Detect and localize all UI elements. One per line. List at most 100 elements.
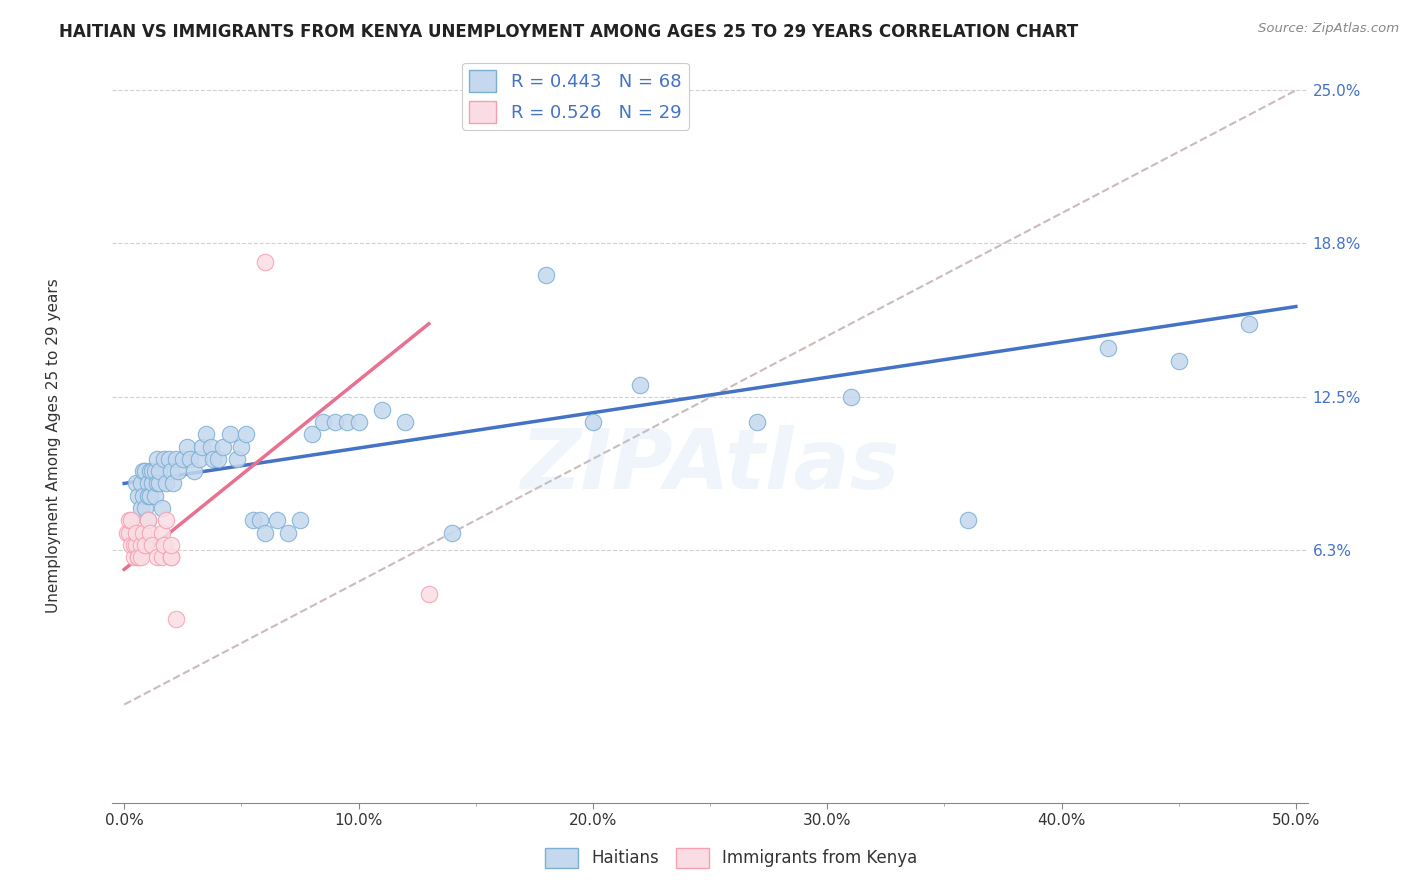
Point (132, 464, 155, 478)
Point (167, 464, 190, 478)
Point (200, 440, 222, 454)
Point (157, 451, 180, 466)
Point (153, 451, 176, 466)
Point (132, 525, 155, 540)
Point (242, 513, 264, 527)
Point (134, 464, 156, 478)
Text: Unemployment Among Ages 25 to 29 years: Unemployment Among Ages 25 to 29 years (46, 278, 60, 614)
Point (371, 402, 394, 417)
Point (253, 255, 276, 269)
Point (253, 525, 276, 540)
Point (134, 501, 156, 516)
Point (160, 464, 183, 478)
Point (129, 550, 152, 565)
Point (141, 476, 163, 491)
Point (207, 451, 229, 466)
Legend: Haitians, Immigrants from Kenya: Haitians, Immigrants from Kenya (538, 841, 924, 875)
Point (160, 550, 183, 565)
Point (235, 427, 257, 442)
Point (127, 550, 149, 565)
Point (143, 489, 166, 503)
Point (141, 538, 163, 552)
Point (129, 538, 152, 552)
Point (127, 550, 149, 565)
Point (125, 476, 148, 491)
Point (231, 440, 253, 454)
Point (336, 415, 359, 429)
Point (211, 440, 233, 454)
Point (839, 391, 862, 405)
Point (122, 550, 145, 565)
Point (179, 451, 201, 466)
Point (160, 550, 183, 565)
Point (146, 550, 169, 565)
Point (956, 513, 979, 527)
Point (534, 268, 557, 282)
Point (312, 415, 335, 429)
Point (162, 476, 184, 491)
Point (129, 476, 152, 491)
Point (150, 550, 173, 565)
Point (582, 415, 605, 429)
Point (394, 415, 416, 429)
Point (165, 451, 187, 466)
Point (136, 513, 159, 527)
Point (218, 427, 240, 442)
Point (115, 525, 138, 540)
Point (120, 513, 142, 527)
Text: ZIPAtlas: ZIPAtlas (520, 425, 900, 506)
Point (190, 440, 212, 454)
Point (127, 489, 149, 503)
Point (172, 451, 194, 466)
Point (347, 415, 370, 429)
Point (143, 464, 166, 478)
Point (125, 525, 148, 540)
Point (150, 525, 173, 540)
Point (202, 451, 225, 466)
Point (155, 476, 177, 491)
Point (225, 451, 247, 466)
Point (1097, 341, 1119, 355)
Point (129, 501, 152, 516)
Point (120, 538, 142, 552)
Point (301, 427, 323, 442)
Point (136, 489, 159, 503)
Text: HAITIAN VS IMMIGRANTS FROM KENYA UNEMPLOYMENT AMONG AGES 25 TO 29 YEARS CORRELAT: HAITIAN VS IMMIGRANTS FROM KENYA UNEMPLO… (59, 23, 1078, 41)
Point (323, 415, 346, 429)
Point (745, 415, 768, 429)
Point (1167, 353, 1189, 368)
Point (188, 451, 211, 466)
Point (153, 538, 176, 552)
Point (141, 464, 163, 478)
Point (134, 538, 156, 552)
Point (139, 464, 162, 478)
Point (266, 513, 288, 527)
Point (136, 476, 159, 491)
Point (195, 427, 218, 442)
Point (148, 476, 170, 491)
Point (139, 525, 162, 540)
Point (125, 538, 148, 552)
Point (146, 451, 169, 466)
Point (288, 513, 311, 527)
Point (1237, 317, 1260, 331)
Point (160, 538, 183, 552)
Point (183, 464, 205, 478)
Point (441, 525, 464, 540)
Point (277, 525, 299, 540)
Point (628, 378, 651, 392)
Point (176, 440, 198, 454)
Point (165, 611, 187, 625)
Point (148, 464, 170, 478)
Legend: R = 0.443   N = 68, R = 0.526   N = 29: R = 0.443 N = 68, R = 0.526 N = 29 (463, 62, 689, 130)
Point (132, 489, 155, 503)
Point (139, 489, 162, 503)
Point (118, 525, 141, 540)
Point (488, 108, 510, 122)
Point (146, 476, 169, 491)
Point (249, 513, 271, 527)
Text: Source: ZipAtlas.com: Source: ZipAtlas.com (1258, 22, 1399, 36)
Point (418, 587, 440, 601)
Point (122, 538, 145, 552)
Point (150, 501, 173, 516)
